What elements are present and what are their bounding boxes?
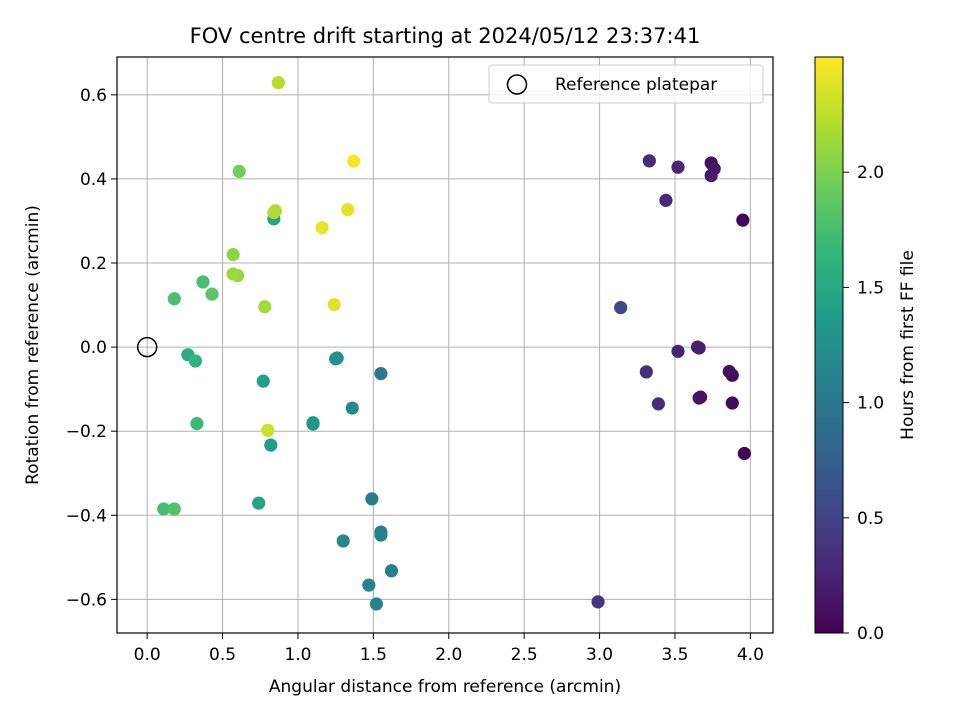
scatter-point xyxy=(256,374,270,388)
scatter-point xyxy=(336,534,350,548)
colorbar-tick-label: 1.5 xyxy=(857,278,884,298)
legend-reference-marker xyxy=(506,74,528,95)
scatter-point xyxy=(642,154,656,168)
x-axis-ticks: 0.0 0.5 1.0 1.5 2.0 2.5 3.0 3.5 4.0 xyxy=(134,633,764,665)
y-tick-label: −0.6 xyxy=(66,590,107,610)
y-axis-label: Rotation from reference (arcmin) xyxy=(23,205,43,485)
scatter-point xyxy=(329,352,343,366)
scatter-point xyxy=(315,221,329,235)
legend: Reference platepar xyxy=(488,64,764,104)
plot-frame xyxy=(116,56,774,634)
scatter-point xyxy=(167,292,181,306)
x-tick-label: 2.0 xyxy=(435,645,462,665)
x-tick-label: 3.5 xyxy=(661,645,688,665)
y-tick-label: 0.0 xyxy=(80,338,107,358)
scatter-point xyxy=(736,213,750,227)
scatter-point xyxy=(258,300,272,314)
colorbar-tick-label: 0.5 xyxy=(857,509,884,529)
x-axis-label: Angular distance from reference (arcmin) xyxy=(269,677,621,697)
y-tick-label: −0.2 xyxy=(66,422,107,442)
scatter-point xyxy=(261,423,275,437)
x-tick-label: 0.0 xyxy=(134,645,161,665)
colorbar-label: Hours from first FF file xyxy=(898,250,918,440)
scatter-point xyxy=(190,417,204,431)
scatter-point xyxy=(671,344,685,358)
scatter-point xyxy=(232,164,246,178)
y-tick-label: 0.4 xyxy=(80,170,107,190)
reference-point-marker xyxy=(136,336,158,358)
scatter-point xyxy=(659,193,673,207)
legend-box xyxy=(488,64,764,104)
scatter-point xyxy=(722,364,736,379)
scatter-point xyxy=(704,168,718,183)
scatter-point xyxy=(384,564,399,578)
scatter-point xyxy=(365,492,379,506)
y-tick-label: 0.6 xyxy=(80,86,107,106)
colorbar-tick-label: 1.0 xyxy=(857,394,884,414)
scatter-point xyxy=(157,502,171,516)
scatter-point xyxy=(226,267,240,281)
scatter-point xyxy=(374,366,388,381)
scatter-point xyxy=(264,438,278,452)
scatter-point xyxy=(374,528,388,542)
scatter-point xyxy=(341,203,355,217)
x-tick-label: 2.5 xyxy=(511,645,538,665)
scatter-point xyxy=(267,205,281,220)
colorbar-ticks: 0.0 0.5 1.0 1.5 2.0 xyxy=(843,163,884,644)
colorbar-tick-label: 2.0 xyxy=(857,163,884,183)
reference-marker-layer xyxy=(136,336,158,358)
scatter-point xyxy=(692,391,706,405)
scatter-point xyxy=(671,160,685,174)
scatter-point xyxy=(271,76,285,90)
scatter-point xyxy=(690,340,705,354)
scatter-point xyxy=(651,397,665,411)
scatter-point xyxy=(345,401,359,415)
scatter-point xyxy=(306,416,320,430)
scatter-point xyxy=(252,496,266,510)
x-tick-label: 3.0 xyxy=(586,645,613,665)
scatter-point xyxy=(347,154,361,168)
y-axis-ticks: −0.6 −0.4 −0.2 0.0 0.2 0.4 0.6 xyxy=(66,86,117,610)
legend-entry-label: Reference platepar xyxy=(555,75,717,95)
scatter-point xyxy=(362,578,376,592)
scatter-points xyxy=(157,76,751,611)
scatter-point xyxy=(205,287,219,301)
x-tick-label: 1.0 xyxy=(284,645,311,665)
y-tick-label: −0.4 xyxy=(66,506,107,526)
scatter-point xyxy=(614,300,628,315)
colorbar xyxy=(814,56,844,634)
scatter-point xyxy=(725,396,739,410)
scatter-point xyxy=(639,365,653,379)
scatter-point xyxy=(188,354,203,368)
x-tick-label: 0.5 xyxy=(209,645,236,665)
scatter-point xyxy=(737,446,751,461)
grid xyxy=(117,57,773,633)
scatter-point xyxy=(591,595,605,609)
colorbar-tick-label: 0.0 xyxy=(857,624,884,644)
scatter-point xyxy=(167,502,181,516)
x-tick-label: 4.0 xyxy=(737,645,764,665)
chart-title: FOV centre drift starting at 2024/05/12 … xyxy=(190,24,701,48)
scatter-point xyxy=(196,275,210,289)
scatter-point xyxy=(369,597,383,611)
scatter-point xyxy=(226,248,240,262)
scatter-point xyxy=(327,298,341,312)
y-tick-label: 0.2 xyxy=(80,254,107,274)
x-tick-label: 1.5 xyxy=(360,645,387,665)
